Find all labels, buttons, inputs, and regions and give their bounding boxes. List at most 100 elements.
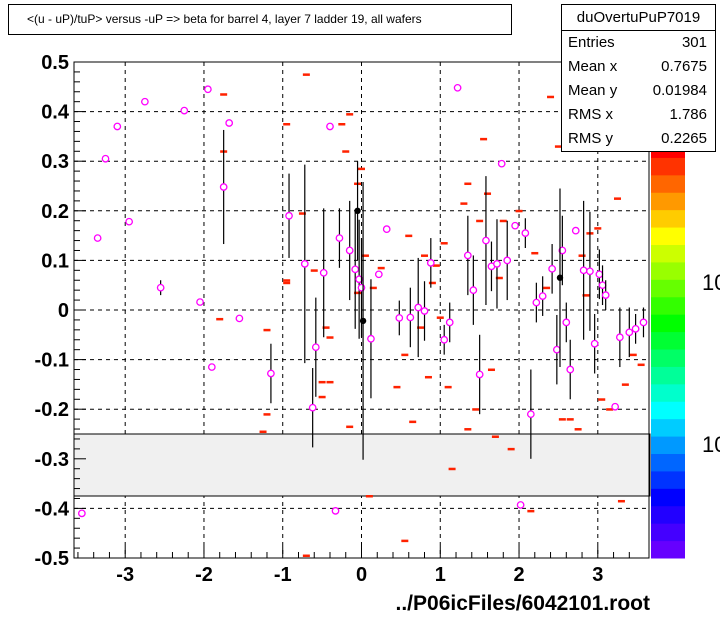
cell-marker [543, 286, 551, 290]
profile-point [331, 507, 340, 515]
profile-point [493, 260, 501, 268]
cell-marker [369, 286, 377, 290]
y-tick-label: 0.1 [41, 250, 69, 272]
profile-point [351, 265, 360, 274]
y-tick-label: 0.2 [41, 201, 69, 223]
profile-point [631, 324, 640, 333]
profile-point [639, 318, 648, 327]
profile-point [521, 229, 530, 237]
profile-point [598, 281, 607, 290]
profile-point [180, 106, 189, 115]
cell-marker [464, 182, 472, 186]
profile-point [204, 85, 212, 94]
palette-cell [651, 227, 685, 245]
profile-points [78, 83, 648, 518]
profile-point [426, 259, 435, 267]
cell-marker [554, 145, 562, 148]
cell-marker [424, 375, 432, 379]
palette-cell [651, 261, 685, 280]
profile-point [538, 292, 547, 300]
profile-point [345, 246, 354, 255]
profile-point [548, 264, 556, 273]
profile-point [440, 335, 449, 344]
cell-marker [326, 336, 334, 339]
palette-cell [651, 192, 685, 211]
cell-marker [613, 197, 621, 200]
cell-marker [594, 227, 602, 230]
profile-point [552, 345, 561, 354]
cell-marker [582, 294, 590, 297]
cell-marker [401, 539, 409, 543]
cell-marker [259, 430, 267, 434]
cell-marker [302, 73, 310, 76]
stats-label: Mean y [568, 82, 618, 99]
profile-point [503, 256, 512, 265]
palette-cell [651, 314, 685, 333]
profile-point [93, 234, 102, 242]
cell-marker [476, 219, 484, 223]
stats-label: RMS y [568, 130, 613, 147]
cell-marker [606, 408, 614, 411]
profile-point [235, 314, 244, 323]
palette-cell [651, 436, 685, 454]
stats-value: 0.7675 [661, 58, 707, 75]
cell-marker [358, 167, 365, 171]
cell-marker [365, 495, 373, 498]
profile-point [625, 328, 634, 337]
cell-marker [338, 123, 346, 126]
profile-point [453, 83, 462, 92]
cell-marker [531, 251, 539, 255]
cell-marker [440, 242, 448, 245]
profile-point [374, 270, 383, 279]
profile-point [311, 343, 320, 352]
profile-point [475, 370, 484, 379]
profile-point [611, 402, 619, 411]
cell-marker [318, 380, 326, 384]
axes: -3 -2 -1 0 1 2 3 0.5 0.4 0.3 0.2 0.1 0 -0.1 -0.2 -0.3 -0… [35, 52, 650, 586]
stats-value: 1.786 [669, 106, 707, 123]
cell-marker [283, 281, 291, 285]
profile-point [558, 246, 567, 255]
palette-cell [651, 470, 685, 489]
cell-marker [283, 279, 291, 282]
profile-point [141, 97, 149, 106]
profile-point [225, 119, 234, 127]
profile-point [367, 334, 375, 343]
profile-point [382, 225, 391, 234]
x-tick-label: -2 [195, 564, 213, 586]
x-tick-label: 3 [592, 564, 603, 586]
y-tick-label: 0.4 [41, 102, 70, 124]
palette-tick-label: 10 [702, 432, 720, 457]
stats-box: duOvertuPuP7019 Entries 301 Mean x 0.767… [561, 4, 716, 152]
cell-marker [436, 316, 444, 319]
cell-marker [617, 499, 625, 503]
profile-point [445, 318, 454, 327]
palette-cell [651, 488, 685, 507]
profile-point [78, 509, 86, 518]
stats-row-entries: Entries 301 [562, 31, 715, 55]
cell-marker [421, 254, 429, 257]
cell-marker [263, 413, 271, 416]
x-tick-label: -3 [116, 564, 134, 586]
profile-point [267, 369, 275, 378]
cell-marker [495, 276, 503, 280]
profile-point [156, 283, 165, 292]
profile-point [566, 365, 575, 374]
cell-marker [361, 254, 369, 257]
profile-point [562, 318, 571, 327]
black-point [556, 274, 564, 281]
cell-marker [448, 467, 456, 471]
y-tick-label: 0.5 [41, 52, 69, 74]
palette-cell [651, 505, 685, 524]
profile-point [196, 298, 204, 306]
black-point [359, 317, 367, 325]
profile-point [482, 236, 490, 245]
cell-marker [460, 202, 468, 205]
profile-point [590, 339, 599, 348]
profile-point [595, 270, 604, 279]
cell-marker [405, 234, 413, 238]
stats-name: duOvertuPuP7019 [562, 5, 715, 31]
profile-point [516, 501, 525, 509]
profile-point [326, 122, 334, 131]
